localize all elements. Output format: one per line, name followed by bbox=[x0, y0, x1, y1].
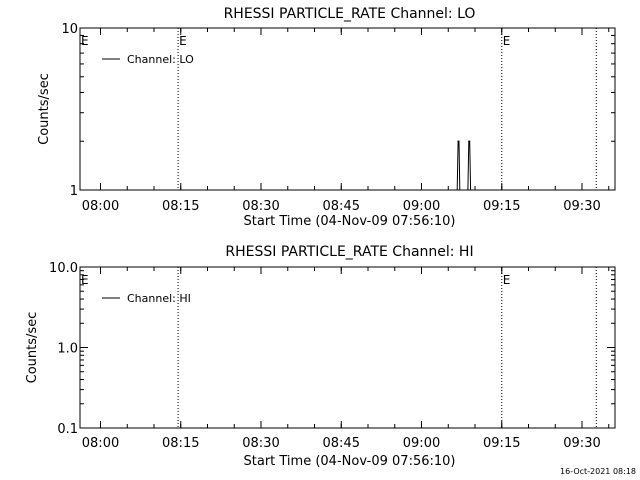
data-point bbox=[458, 140, 460, 142]
x-axis-label: Start Time (04-Nov-09 07:56:10) bbox=[244, 214, 456, 229]
chart-title: RHESSI PARTICLE_RATE Channel: LO bbox=[224, 6, 476, 22]
left-edge-marker: E bbox=[81, 34, 89, 48]
y-tick-label: 0.1 bbox=[57, 422, 78, 437]
series-line bbox=[456, 140, 472, 191]
plot-frame bbox=[79, 27, 616, 191]
x-tick-label: 08:15 bbox=[162, 436, 199, 451]
x-tick-label: 09:15 bbox=[483, 199, 520, 214]
x-tick-label: 09:30 bbox=[563, 436, 600, 451]
legend-entry: Channel: LO bbox=[127, 53, 194, 66]
x-tick-label: 08:30 bbox=[242, 436, 279, 451]
x-tick-label: 09:15 bbox=[483, 436, 520, 451]
x-axis-label: Start Time (04-Nov-09 07:56:10) bbox=[244, 454, 456, 469]
x-tick-label: 08:45 bbox=[323, 199, 360, 214]
x-tick-label: 08:00 bbox=[82, 436, 119, 451]
data-point bbox=[469, 140, 471, 142]
data-point bbox=[468, 140, 470, 142]
plot-panel-1: RHESSI PARTICLE_RATE Channel: LO 08:00 08:… bbox=[37, 6, 616, 229]
x-tick-label: 08:30 bbox=[242, 199, 279, 214]
event-line-label: E bbox=[179, 34, 187, 48]
x-tick-label: 08:45 bbox=[323, 436, 360, 451]
x-tick-label: 09:00 bbox=[403, 199, 440, 214]
x-tick-label: 09:00 bbox=[403, 436, 440, 451]
y-axis-label: Counts/sec bbox=[25, 312, 40, 384]
plot-panel-2: RHESSI PARTICLE_RATE Channel: HI 08:00 08:… bbox=[25, 244, 616, 469]
x-tick-label: 08:00 bbox=[82, 199, 119, 214]
x-tick-label: 09:30 bbox=[563, 199, 600, 214]
footer-timestamp: 16-Oct-2021 08:18 bbox=[560, 467, 636, 476]
y-tick-label: 10 bbox=[61, 22, 78, 37]
event-line-label: E bbox=[503, 273, 511, 287]
x-tick-label: 08:15 bbox=[162, 199, 199, 214]
y-axis-label: Counts/sec bbox=[37, 73, 52, 145]
left-edge-marker: E bbox=[81, 273, 89, 287]
y-tick-label: 10.0 bbox=[49, 261, 78, 276]
chart-title: RHESSI PARTICLE_RATE Channel: HI bbox=[225, 244, 473, 260]
event-line-label: E bbox=[503, 34, 511, 48]
y-tick-label: 1.0 bbox=[57, 342, 78, 357]
data-point bbox=[457, 140, 459, 142]
y-tick-label: 1 bbox=[70, 184, 78, 199]
legend-entry: Channel: HI bbox=[127, 292, 191, 305]
